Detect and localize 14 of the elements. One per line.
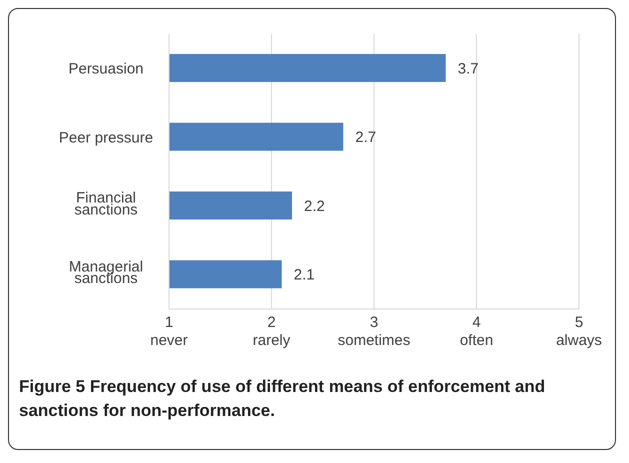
data-label: 2.1 (294, 266, 315, 284)
y-tick-label: Persuasion (68, 60, 144, 78)
x-tick-label: 2 rarely (252, 314, 291, 349)
data-label: 2.7 (355, 129, 376, 146)
x-tick-label: 3 sometimes (338, 314, 410, 349)
x-tick-label: 1 never (150, 314, 188, 349)
data-label: 2.2 (304, 198, 325, 215)
x-tick-label: 5 always (556, 314, 602, 349)
text: Figure 5 Frequency of use of different means of enforcement and sanctions for non-performance. (18, 376, 546, 422)
data-label: 3.7 (458, 60, 479, 78)
y-tick-label: Peer pressure (58, 129, 154, 146)
x-tick-label: 4 often (460, 314, 494, 349)
y-tick-label: Financial sanctions (74, 190, 138, 218)
y-tick-label: Managerial sanctions (68, 258, 144, 288)
